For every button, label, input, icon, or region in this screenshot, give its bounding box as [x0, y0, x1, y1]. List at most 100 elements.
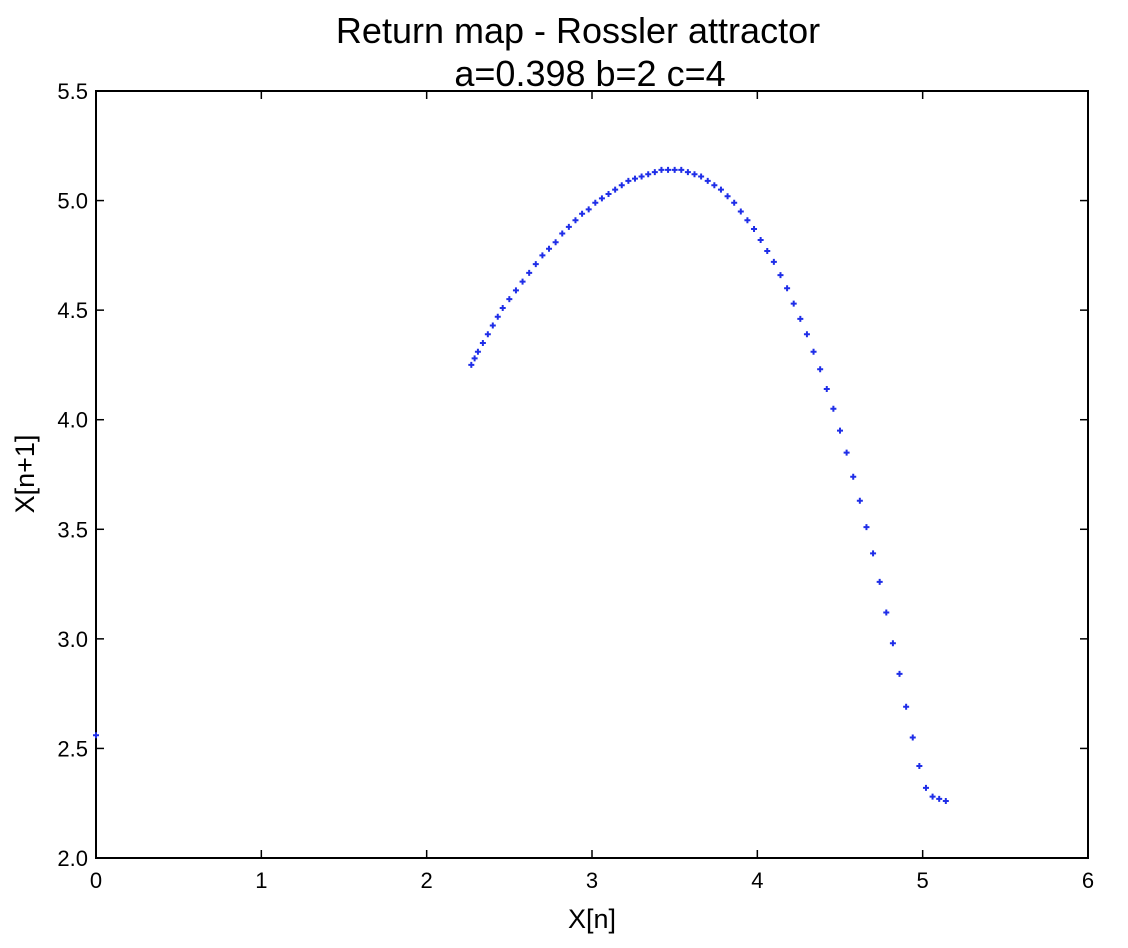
data-point — [489, 322, 496, 329]
data-point — [592, 199, 599, 206]
data-point — [936, 795, 943, 802]
data-point — [856, 497, 863, 504]
data-point — [526, 269, 533, 276]
x-tick-label: 3 — [586, 868, 598, 893]
data-point — [909, 734, 916, 741]
data-point — [698, 173, 705, 180]
x-tick-label: 4 — [751, 868, 763, 893]
data-point — [803, 331, 810, 338]
data-point — [810, 348, 817, 355]
data-point — [474, 348, 481, 355]
data-point — [942, 798, 949, 805]
data-point — [870, 550, 877, 557]
data-point — [658, 166, 665, 173]
data-point — [93, 732, 99, 739]
data-point — [539, 252, 546, 259]
data-point — [916, 762, 923, 769]
y-tick-label: 3.5 — [57, 517, 88, 542]
data-point — [784, 285, 791, 292]
data-point — [651, 169, 658, 176]
data-point — [532, 261, 539, 268]
data-point — [830, 405, 837, 412]
data-point — [691, 171, 698, 178]
data-point — [903, 703, 910, 710]
y-tick-label: 4.5 — [57, 298, 88, 323]
data-point — [744, 217, 751, 224]
data-point — [922, 784, 929, 791]
y-tick-label: 5.5 — [57, 79, 88, 104]
data-point — [479, 340, 486, 347]
data-point — [605, 190, 612, 197]
data-point — [499, 304, 506, 311]
data-point — [506, 296, 513, 303]
data-point — [770, 258, 777, 265]
data-point — [777, 272, 784, 279]
data-point — [843, 449, 850, 456]
data-point — [797, 315, 804, 322]
data-point — [889, 640, 896, 647]
data-point — [837, 427, 843, 434]
data-point — [671, 166, 678, 173]
x-tick-label: 0 — [90, 868, 102, 893]
data-point — [565, 223, 572, 230]
data-point — [717, 186, 724, 193]
data-point — [751, 226, 758, 233]
data-point — [678, 166, 685, 173]
data-point — [704, 177, 711, 184]
data-point — [929, 793, 936, 800]
data-point — [546, 245, 553, 252]
data-point — [618, 182, 625, 189]
x-tick-label: 2 — [421, 868, 433, 893]
y-axis: 2.0 2.5 3.0 3.5 4.0 4.5 5.0 5.5 — [57, 79, 1088, 871]
data-point — [823, 386, 830, 393]
x-tick-label: 5 — [917, 868, 929, 893]
data-point — [552, 239, 559, 246]
data-point — [598, 195, 605, 202]
data-point — [468, 361, 475, 368]
data-point — [684, 169, 691, 176]
data-point — [572, 217, 579, 224]
chart-title: Return map - Rossler attractor — [336, 10, 820, 51]
data-point — [724, 193, 731, 200]
data-point — [612, 186, 619, 193]
y-tick-label: 4.0 — [57, 408, 88, 433]
data-point — [579, 210, 586, 217]
data-point — [883, 609, 890, 616]
data-point — [757, 237, 764, 244]
x-axis: 0 1 2 3 4 5 6 — [90, 91, 1094, 893]
data-point — [863, 524, 870, 531]
data-point — [638, 173, 645, 180]
y-tick-label: 3.0 — [57, 627, 88, 652]
data-point — [494, 313, 501, 320]
y-axis-label: X[n+1] — [10, 435, 40, 514]
data-point — [850, 473, 857, 480]
x-tick-label: 6 — [1082, 868, 1094, 893]
data-point — [896, 670, 903, 677]
data-point — [665, 166, 672, 173]
data-point — [512, 287, 519, 294]
x-axis-label: X[n] — [568, 904, 616, 934]
data-point — [711, 182, 718, 189]
y-tick-label: 2.0 — [57, 846, 88, 871]
data-point — [817, 366, 824, 373]
data-point — [625, 177, 632, 184]
data-point — [790, 300, 797, 307]
data-point — [631, 175, 638, 182]
data-point — [737, 208, 744, 215]
y-tick-label: 5.0 — [57, 189, 88, 214]
plot-frame — [95, 90, 1089, 859]
data-point — [484, 331, 491, 338]
data-point — [876, 578, 883, 585]
y-tick-label: 2.5 — [57, 736, 88, 761]
data-point — [519, 278, 526, 285]
chart-subtitle: a=0.398 b=2 c=4 — [454, 53, 725, 94]
data-point — [645, 171, 652, 178]
data-point — [731, 199, 738, 206]
data-point — [585, 206, 592, 213]
data-point — [559, 230, 566, 237]
data-point — [764, 247, 771, 254]
data-series — [93, 166, 949, 805]
x-tick-label: 1 — [255, 868, 267, 893]
data-point — [471, 355, 478, 362]
